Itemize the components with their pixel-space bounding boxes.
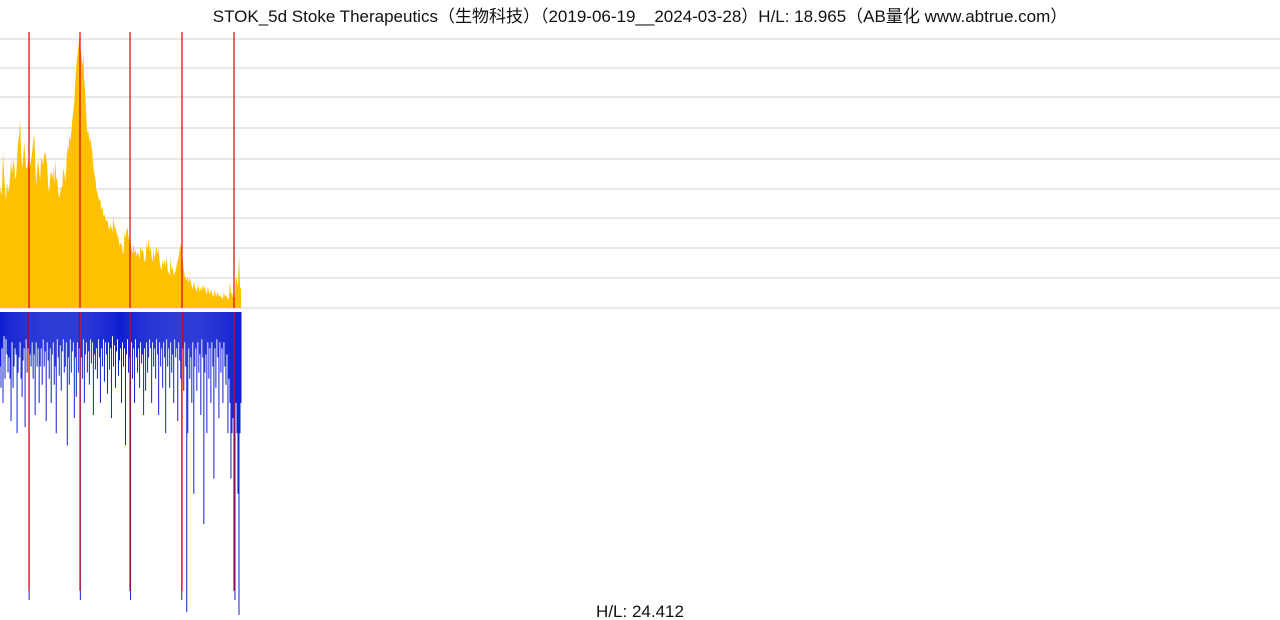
bottom-ratio-label: H/L: 24.412: [0, 602, 1280, 620]
chart-svg: [0, 0, 1280, 620]
chart-container: STOK_5d Stoke Therapeutics（生物科技）（2019-06…: [0, 0, 1280, 620]
chart-title: STOK_5d Stoke Therapeutics（生物科技）（2019-06…: [0, 2, 1280, 27]
